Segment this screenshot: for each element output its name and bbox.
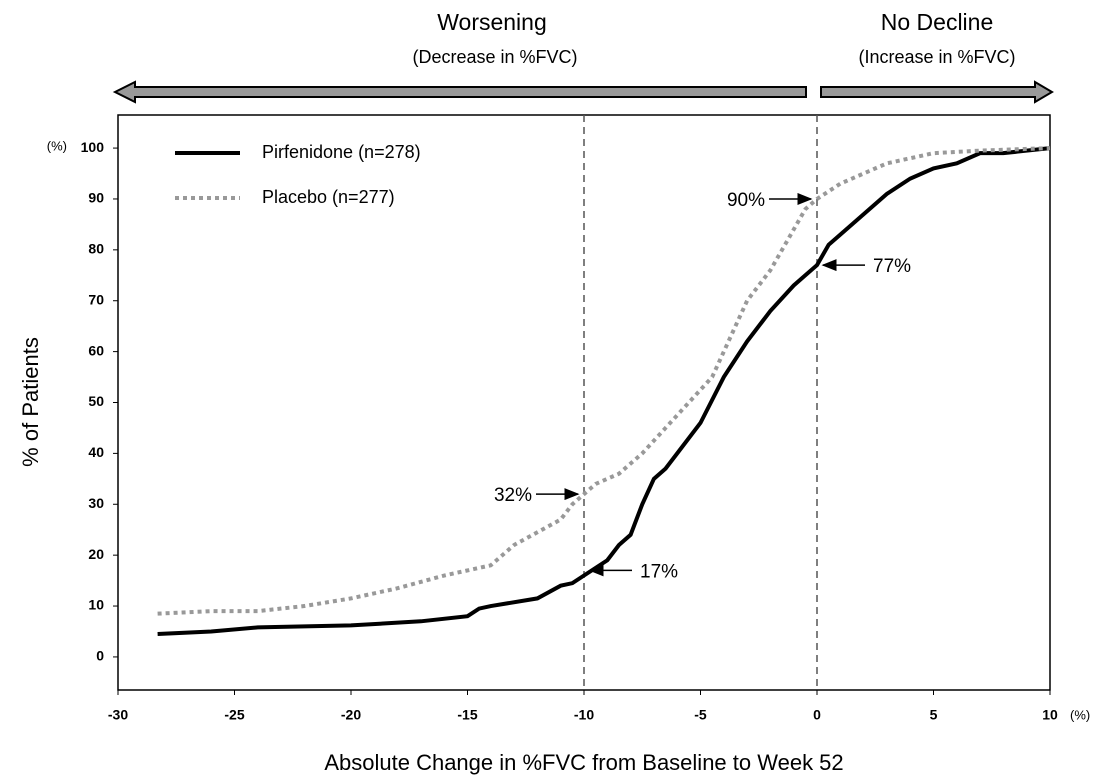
x-tick-label: -30	[108, 707, 128, 723]
left-subheading: (Decrease in %FVC)	[412, 47, 577, 67]
worsening-arrow	[112, 80, 807, 104]
x-tick-label: -5	[694, 707, 707, 723]
series-line	[157, 146, 1051, 616]
y-unit: (%)	[47, 138, 67, 153]
y-tick-label: 30	[88, 495, 104, 511]
annotation-label: 17%	[640, 561, 678, 582]
annotation-label: 77%	[873, 256, 911, 277]
x-tick-label: 10	[1042, 707, 1058, 723]
right-heading: No Decline	[881, 9, 994, 35]
y-tick-label: 80	[88, 241, 104, 257]
y-tick-label: 20	[88, 546, 104, 562]
left-heading: Worsening	[437, 9, 547, 35]
y-tick-label: 0	[96, 648, 104, 664]
right-subheading: (Increase in %FVC)	[858, 47, 1015, 67]
annotation-label: 90%	[727, 190, 765, 211]
x-tick-label: -10	[574, 707, 594, 723]
x-tick-label: -20	[341, 707, 361, 723]
y-tick-label: 100	[81, 139, 105, 155]
x-axis-label: Absolute Change in %FVC from Baseline to…	[324, 750, 843, 775]
legend-label: Pirfenidone (n=278)	[262, 142, 421, 162]
y-tick-label: 60	[88, 342, 104, 358]
legend-label: Placebo (n=277)	[262, 187, 395, 207]
x-tick-label: 5	[930, 707, 938, 723]
y-tick-label: 50	[88, 393, 104, 409]
y-tick-label: 70	[88, 291, 104, 307]
series-line	[157, 146, 1051, 637]
x-tick-label: -25	[224, 707, 244, 723]
y-tick-label: 90	[88, 190, 104, 206]
y-axis-label: % of Patients	[18, 337, 43, 467]
x-tick-label: -15	[457, 707, 477, 723]
no-decline-arrow	[820, 80, 1054, 104]
x-tick-label: 0	[813, 707, 821, 723]
annotation-label: 32%	[494, 485, 532, 506]
x-unit: (%)	[1070, 707, 1090, 722]
y-tick-label: 40	[88, 444, 104, 460]
y-tick-label: 10	[88, 597, 104, 613]
